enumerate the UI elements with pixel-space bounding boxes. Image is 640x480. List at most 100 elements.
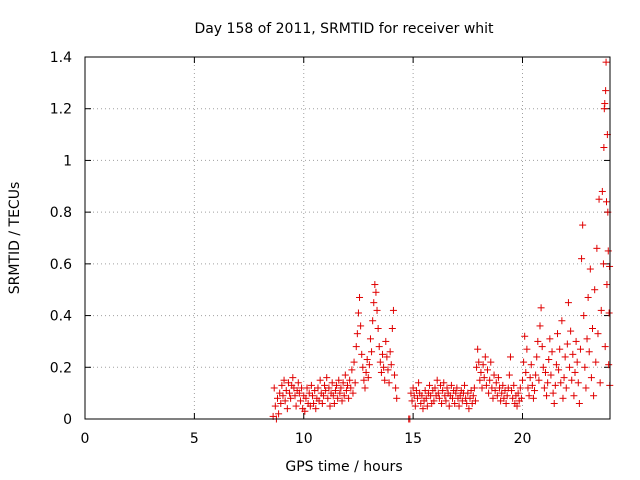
data-point [329, 392, 337, 400]
data-point [359, 363, 367, 371]
data-point [554, 330, 561, 338]
data-point [562, 384, 570, 392]
data-point [337, 384, 345, 392]
data-point [442, 397, 450, 405]
x-tick-label: 10 [295, 431, 313, 447]
data-point [485, 389, 493, 397]
data-point [312, 405, 320, 413]
data-point [526, 374, 534, 382]
data-point [510, 381, 518, 389]
data-point [586, 265, 594, 273]
data-point [319, 392, 327, 400]
data-point [307, 381, 315, 389]
data-point [391, 371, 399, 379]
data-point [506, 353, 514, 361]
data-point [484, 366, 491, 374]
data-point [321, 381, 329, 389]
data-point [567, 327, 575, 335]
data-point [471, 397, 479, 405]
data-point [455, 402, 463, 410]
data-point [354, 309, 362, 317]
data-point [280, 376, 288, 384]
data-point [431, 384, 439, 392]
data-point [283, 405, 291, 413]
data-point [587, 374, 595, 382]
data-point [487, 358, 495, 366]
data-point [451, 399, 459, 407]
data-point [379, 350, 386, 358]
gridlines [85, 57, 610, 419]
data-point [578, 255, 586, 263]
data-point [592, 358, 600, 366]
data-point [602, 87, 610, 95]
data-point [387, 361, 395, 369]
data-point [480, 374, 488, 382]
data-point [388, 325, 396, 332]
data-point [408, 397, 416, 405]
data-point [546, 335, 554, 343]
data-point [599, 260, 607, 268]
data-point [351, 379, 359, 387]
data-point [415, 379, 423, 387]
y-tick-label: 0 [63, 412, 72, 428]
data-point [603, 281, 611, 289]
data-point [338, 397, 346, 405]
data-point [551, 381, 559, 389]
data-point [360, 376, 368, 384]
data-point [369, 317, 377, 325]
data-point [385, 379, 393, 387]
y-tick-label: 0.2 [50, 360, 72, 376]
data-point [414, 394, 421, 402]
data-point [573, 358, 581, 366]
data-point [524, 384, 532, 392]
data-point [418, 392, 426, 400]
data-point [601, 100, 609, 108]
data-point [377, 368, 385, 376]
y-axis-label: SRMTID / TECUs [7, 182, 23, 295]
data-point [503, 392, 511, 400]
data-point [363, 356, 371, 364]
data-point [571, 368, 579, 376]
data-point [541, 368, 549, 376]
data-point [563, 340, 571, 348]
data-point [347, 384, 355, 392]
data-point [494, 374, 502, 382]
data-point [479, 361, 487, 369]
data-point [600, 144, 608, 151]
data-point [430, 397, 438, 405]
data-point [393, 394, 401, 402]
data-point [376, 358, 384, 366]
plot-frame [84, 56, 611, 420]
data-point [278, 381, 286, 389]
data-point [597, 306, 605, 314]
data-point [362, 368, 370, 376]
data-point [585, 348, 593, 356]
data-point [364, 374, 372, 382]
data-point [365, 361, 373, 369]
data-point [581, 363, 589, 371]
data-point [527, 361, 535, 369]
data-point [593, 244, 601, 252]
data-point [438, 399, 446, 407]
data-point [560, 374, 568, 382]
x-axis-label: GPS time / hours [285, 459, 402, 475]
data-point [328, 379, 336, 387]
data-point [270, 384, 278, 392]
data-points [269, 58, 614, 423]
data-point [580, 312, 588, 320]
data-point [568, 376, 576, 384]
data-point [292, 402, 300, 410]
data-point [491, 387, 499, 395]
data-point [374, 325, 382, 332]
data-point [289, 374, 297, 382]
data-point [348, 366, 356, 374]
data-point [539, 363, 547, 371]
data-point [598, 187, 606, 195]
data-point [521, 332, 529, 340]
data-point [323, 374, 331, 382]
data-point [532, 371, 540, 379]
y-tick-label: 1.4 [50, 50, 72, 66]
data-point [380, 363, 388, 371]
data-point [370, 299, 378, 307]
